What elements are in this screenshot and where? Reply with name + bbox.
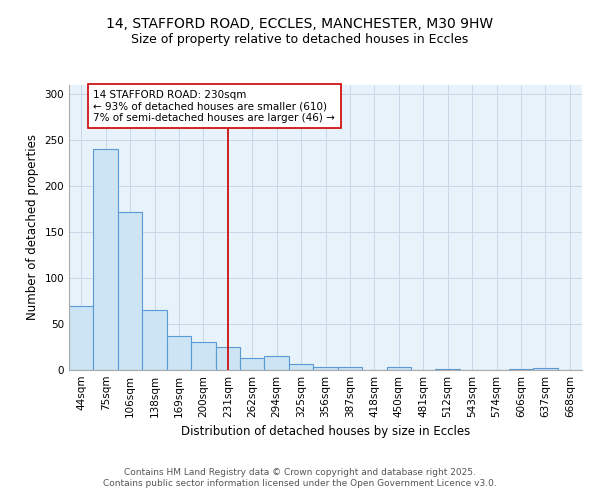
Bar (533, 368, 557, 370)
Bar (509, 369, 533, 370)
Bar (142, 310, 167, 370)
Text: Size of property relative to detached houses in Eccles: Size of property relative to detached ho… (131, 32, 469, 46)
Text: 14, STAFFORD ROAD, ECCLES, MANCHESTER, M30 9HW: 14, STAFFORD ROAD, ECCLES, MANCHESTER, M… (106, 18, 494, 32)
Bar (215, 347, 240, 370)
Bar (69, 306, 94, 370)
Bar (240, 358, 265, 370)
Bar (94, 150, 118, 370)
Bar (265, 356, 289, 370)
Y-axis label: Number of detached properties: Number of detached properties (26, 134, 39, 320)
Bar (167, 336, 191, 370)
Bar (118, 212, 142, 370)
Bar (289, 364, 313, 370)
Bar (436, 369, 460, 370)
X-axis label: Distribution of detached houses by size in Eccles: Distribution of detached houses by size … (181, 426, 470, 438)
Bar (313, 367, 338, 370)
Bar (191, 342, 215, 370)
Bar (386, 367, 411, 370)
Bar (338, 367, 362, 370)
Text: 14 STAFFORD ROAD: 230sqm
← 93% of detached houses are smaller (610)
7% of semi-d: 14 STAFFORD ROAD: 230sqm ← 93% of detach… (94, 90, 335, 123)
Text: Contains HM Land Registry data © Crown copyright and database right 2025.
Contai: Contains HM Land Registry data © Crown c… (103, 468, 497, 487)
